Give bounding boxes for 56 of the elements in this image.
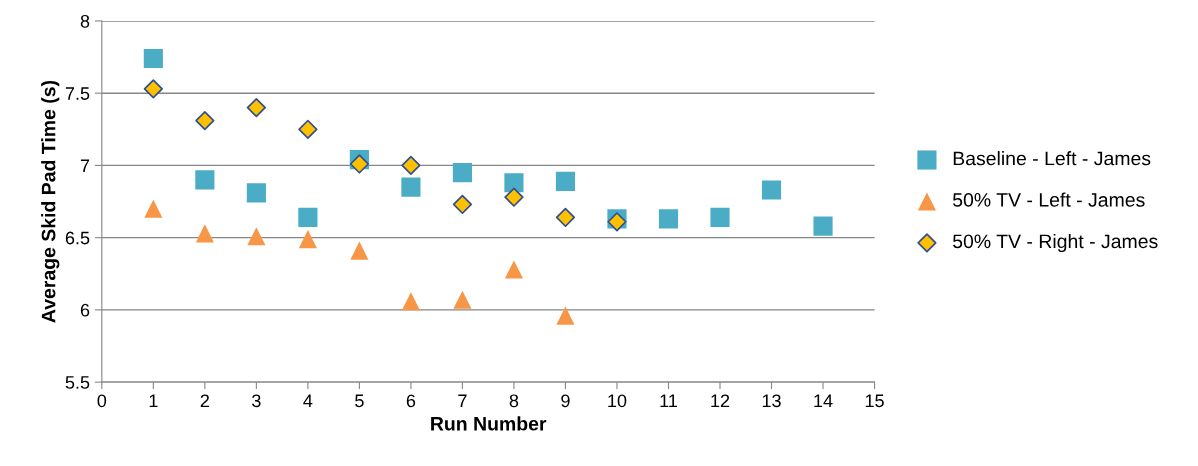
x-tick-label: 14 <box>814 394 833 408</box>
point <box>761 180 782 200</box>
point <box>452 163 472 183</box>
point <box>195 170 215 190</box>
x-tick-label: 4 <box>303 394 313 408</box>
x-tick-label: 1 <box>149 394 158 408</box>
point <box>453 290 472 309</box>
point <box>813 216 833 236</box>
x-tick-label: 6 <box>406 394 416 408</box>
point <box>401 292 420 311</box>
point <box>555 207 576 228</box>
point <box>298 207 318 228</box>
point <box>658 209 679 229</box>
legend-label: 50% TV - Left - James <box>952 192 1145 207</box>
x-tick-label: 7 <box>458 394 467 408</box>
point <box>246 98 266 118</box>
x-tick-label: 0 <box>97 394 107 408</box>
point <box>246 183 266 203</box>
point <box>195 111 215 131</box>
point <box>143 48 163 69</box>
point <box>556 306 575 325</box>
legend-label: Baseline - Left - James <box>953 151 1151 166</box>
point <box>144 199 163 218</box>
x-tick-label: 8 <box>509 394 519 408</box>
x-tick-label: 2 <box>200 394 209 408</box>
point <box>401 177 421 197</box>
point <box>298 230 317 249</box>
point <box>401 155 421 176</box>
y-tick-label: 6 <box>80 303 90 317</box>
point <box>504 187 524 207</box>
x-tick-label: 5 <box>355 394 364 408</box>
point <box>143 79 163 99</box>
y-tick-label: 7.5 <box>65 87 90 100</box>
x-tick-label: 10 <box>608 394 627 408</box>
point <box>298 119 318 139</box>
x-tick-label: 15 <box>865 394 884 408</box>
y-tick-label: 6.5 <box>65 231 90 245</box>
point <box>555 171 576 191</box>
y-tick-label: 7 <box>80 159 90 172</box>
point <box>350 241 369 260</box>
point <box>504 173 524 193</box>
point <box>195 224 214 243</box>
point <box>504 260 523 279</box>
y-tick-label: 5.5 <box>65 376 90 389</box>
point <box>710 207 730 228</box>
x-tick-label: 11 <box>660 394 677 408</box>
x-axis-title: Run Number <box>431 416 547 431</box>
legend-label: 50% TV - Right - James <box>952 233 1158 253</box>
point <box>452 194 473 215</box>
point <box>247 227 266 246</box>
x-tick-label: 9 <box>561 394 570 408</box>
x-tick-label: 12 <box>711 394 730 408</box>
y-axis-title: Average Skid Pad Time (s) <box>41 80 60 323</box>
x-tick-label: 3 <box>252 394 261 408</box>
x-tick-label: 13 <box>762 394 781 408</box>
y-tick-label: 8 <box>80 14 90 28</box>
